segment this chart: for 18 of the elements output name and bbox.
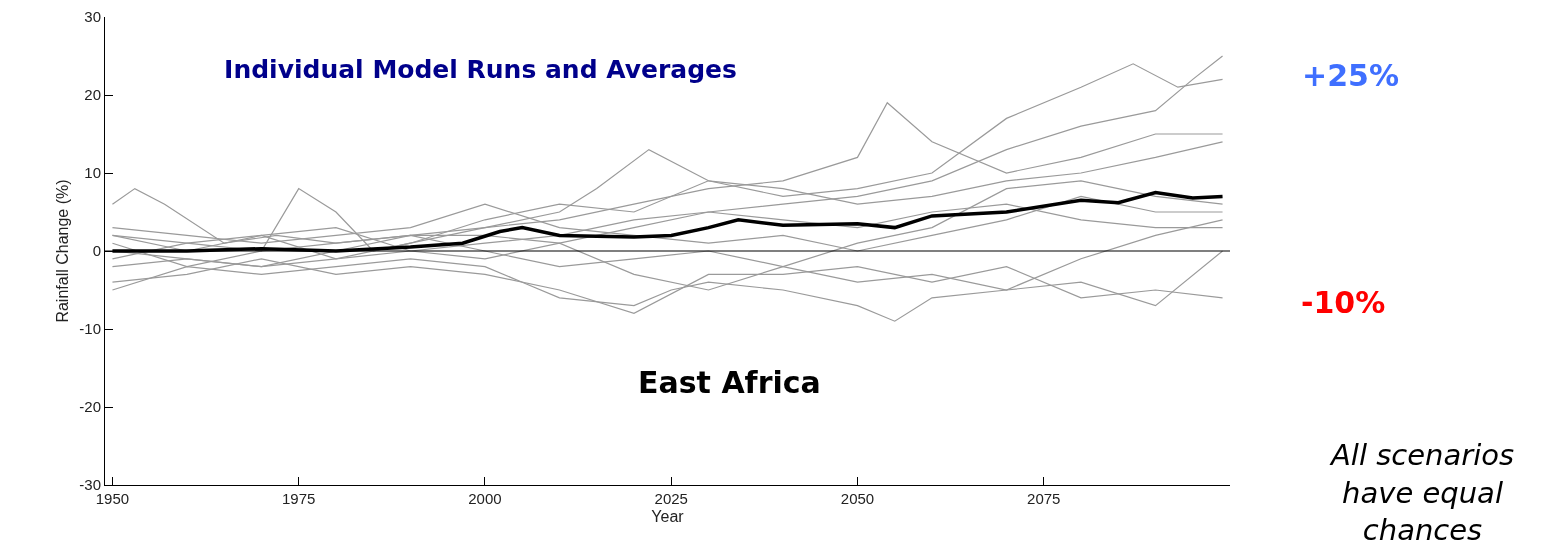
x-tick-label: 2000: [468, 490, 502, 507]
y-tick-label: -10: [79, 320, 101, 338]
x-tick-label: 2075: [1027, 490, 1061, 507]
text: Individual Model Runs and Averages: [224, 55, 737, 85]
y-tick-label: 30: [84, 8, 101, 26]
y-tick-label: 10: [84, 164, 101, 182]
text: All scenarios have equal chances: [1329, 438, 1515, 548]
annotation: East Africa: [638, 365, 821, 400]
y-axis-title: Rainfall Change (%): [54, 179, 72, 323]
x-tick-label: 2050: [840, 490, 875, 507]
x-axis-title: Year: [651, 507, 685, 525]
y-tick-label: 20: [84, 86, 101, 104]
x-tick-label: 2025: [654, 490, 688, 507]
y-tick-label: -20: [79, 398, 101, 416]
x-tick-label: 1975: [282, 490, 316, 507]
text: +25%: [1302, 58, 1399, 93]
text: -10%: [1301, 285, 1386, 320]
y-tick-label: 0: [92, 242, 101, 260]
